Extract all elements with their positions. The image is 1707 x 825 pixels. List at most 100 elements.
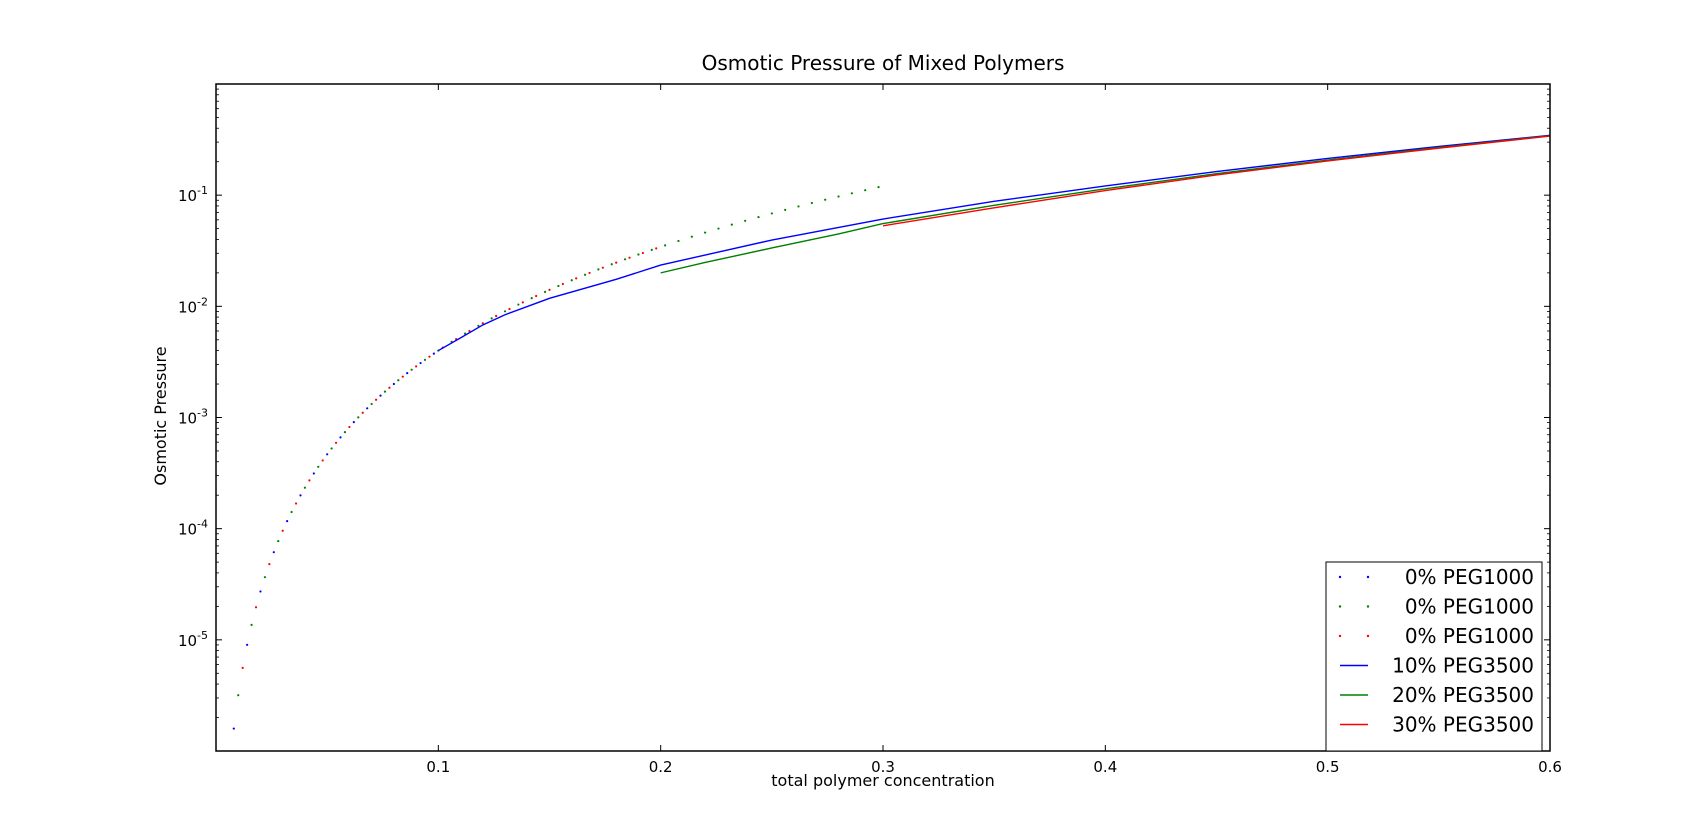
legend-marker [1338,605,1342,608]
data-point [308,479,311,482]
data-point [392,382,395,386]
data-point [744,219,747,222]
data-point [397,379,400,382]
legend-entry: 30% PEG3500 [1340,713,1534,737]
data-point [521,301,524,304]
data-point [655,247,658,250]
data-point [637,253,640,256]
legend-box [1325,561,1543,752]
data-point [388,386,391,389]
data-point [770,212,773,215]
data-point [281,529,284,532]
data-point [361,411,364,414]
data-point [508,307,511,311]
data-point [530,296,533,300]
data-point [432,352,435,355]
data-point [334,441,338,444]
data-point [237,694,240,697]
x-axis-label: total polymer concentration [771,771,994,790]
data-point [383,390,387,393]
y-tick-label: 10-4 [178,518,208,539]
data-point [357,416,360,419]
data-point [463,332,467,335]
chart-title: Osmotic Pressure of Mixed Polymers [702,51,1065,75]
legend-entry: 0% PEG1000 [1338,624,1534,648]
data-point [824,198,827,201]
x-tick-label: 0.2 [649,758,673,776]
data-point [641,251,644,255]
data-point [730,223,733,226]
data-point [561,282,564,286]
data-point [415,365,418,368]
legend-entry: 0% PEG1000 [1338,565,1534,589]
legend-label: 0% PEG1000 [1405,624,1534,648]
data-point [704,231,707,234]
data-point [259,590,262,593]
data-point [850,192,853,195]
data-point [272,551,275,554]
series-line [437,134,1550,352]
data-point [797,205,800,208]
legend-marker [1366,634,1370,638]
series-line [660,135,1550,274]
legend-marker [1366,575,1370,579]
y-tick-label: 10-1 [178,184,208,205]
x-tick-label: 0.6 [1538,758,1562,776]
data-point [241,666,244,670]
data-point [548,288,551,291]
data-point [294,502,298,505]
data-point [406,372,409,375]
data-point [623,258,627,261]
data-point [468,329,471,333]
data-point [410,368,413,371]
legend-marker [1338,575,1342,579]
data-point [303,486,307,489]
data-point [286,520,289,523]
data-point [690,235,693,238]
data-point [477,324,480,327]
legend-label: 20% PEG3500 [1392,683,1534,707]
series-dots [237,186,880,697]
data-point [837,195,840,198]
data-point [517,303,520,306]
y-axis-label: Osmotic Pressure [151,346,170,485]
data-point [677,239,680,243]
data-point [784,208,787,211]
data-point [601,266,604,269]
data-point [246,643,249,646]
series-line [882,135,1550,227]
legend-marker [1366,605,1370,608]
data-point [543,290,547,293]
data-point [495,314,498,318]
data-point [268,563,271,566]
legend-entry: 0% PEG1000 [1338,595,1534,619]
data-point [650,248,653,251]
data-point [597,268,600,271]
data-point [326,453,329,456]
data-point [570,279,573,282]
data-point [810,201,813,205]
plot-area [232,134,1550,730]
y-tick-label: 10-3 [178,407,208,428]
legend: 0% PEG1000 0% PEG1000 0% PEG1000 10% PEG350… [1325,561,1543,752]
y-tick-label: 10-2 [178,295,208,316]
legend-label: 10% PEG3500 [1392,654,1534,678]
series-dots [241,247,658,670]
data-point [877,186,880,189]
data-point [481,322,484,325]
axis-ticks: 0.1 0.2 0.3 0.4 0.5 0.6 10-5 10-4 10-3 10-2 10-1 [178,84,1562,776]
data-point [419,361,422,365]
data-point [277,539,280,543]
x-tick-label: 0.3 [871,758,895,776]
data-point [423,358,427,361]
data-point [588,271,591,275]
data-point [615,261,618,264]
data-point [366,407,369,410]
data-point [348,425,351,429]
x-tick-label: 0.1 [426,758,450,776]
data-point [254,606,258,609]
y-tick-label: 10-5 [178,629,208,650]
data-point [330,447,333,450]
data-point [250,623,253,626]
data-point [343,431,347,434]
